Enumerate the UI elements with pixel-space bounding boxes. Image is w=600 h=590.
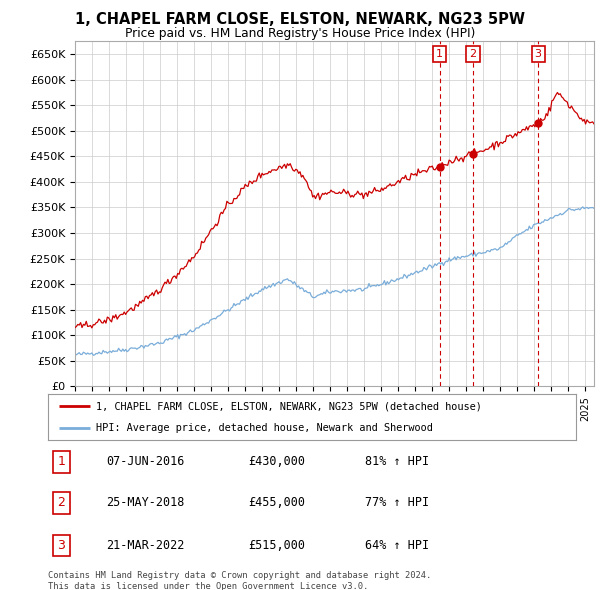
- Text: 07-JUN-2016: 07-JUN-2016: [106, 455, 184, 468]
- Text: 81% ↑ HPI: 81% ↑ HPI: [365, 455, 429, 468]
- Text: 21-MAR-2022: 21-MAR-2022: [106, 539, 184, 552]
- Text: 3: 3: [535, 49, 542, 59]
- Text: 1: 1: [57, 455, 65, 468]
- Text: £430,000: £430,000: [248, 455, 305, 468]
- Text: HPI: Average price, detached house, Newark and Sherwood: HPI: Average price, detached house, Newa…: [95, 422, 433, 432]
- Text: 1, CHAPEL FARM CLOSE, ELSTON, NEWARK, NG23 5PW (detached house): 1, CHAPEL FARM CLOSE, ELSTON, NEWARK, NG…: [95, 401, 481, 411]
- Text: 77% ↑ HPI: 77% ↑ HPI: [365, 496, 429, 510]
- Text: 64% ↑ HPI: 64% ↑ HPI: [365, 539, 429, 552]
- Text: Price paid vs. HM Land Registry's House Price Index (HPI): Price paid vs. HM Land Registry's House …: [125, 27, 475, 40]
- Text: 2: 2: [470, 49, 476, 59]
- Text: 25-MAY-2018: 25-MAY-2018: [106, 496, 184, 510]
- Text: 3: 3: [57, 539, 65, 552]
- Text: 1: 1: [436, 49, 443, 59]
- Text: £515,000: £515,000: [248, 539, 305, 552]
- Text: Contains HM Land Registry data © Crown copyright and database right 2024.: Contains HM Land Registry data © Crown c…: [48, 571, 431, 580]
- Text: £455,000: £455,000: [248, 496, 305, 510]
- Text: This data is licensed under the Open Government Licence v3.0.: This data is licensed under the Open Gov…: [48, 582, 368, 590]
- Text: 2: 2: [57, 496, 65, 510]
- Text: 1, CHAPEL FARM CLOSE, ELSTON, NEWARK, NG23 5PW: 1, CHAPEL FARM CLOSE, ELSTON, NEWARK, NG…: [75, 12, 525, 27]
